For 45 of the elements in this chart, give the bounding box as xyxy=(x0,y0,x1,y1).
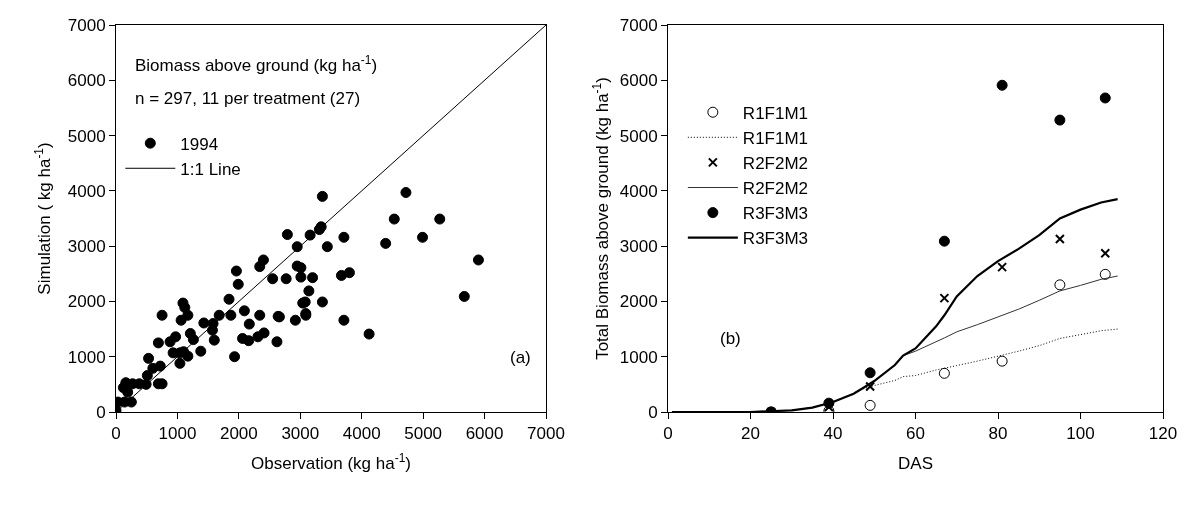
y-tick-label: 1000 xyxy=(67,347,106,367)
legend-label: 1:1 Line xyxy=(180,159,241,179)
y-tick-label: 5000 xyxy=(619,126,658,146)
y-tick-label: 5000 xyxy=(67,126,106,146)
x-tick-label: 60 xyxy=(906,424,925,444)
legend-label: R1F1M1 xyxy=(742,128,809,148)
x-tick-label: 0 xyxy=(111,424,121,444)
x-tick-label: 20 xyxy=(741,424,760,444)
y-tick-label: 7000 xyxy=(619,15,658,35)
annotation: (b) xyxy=(720,329,741,348)
legend-label: R3F3M3 xyxy=(742,204,809,224)
y-tick-label: 3000 xyxy=(619,237,658,257)
annotation: (a) xyxy=(510,348,531,367)
x-tick-label: 6000 xyxy=(465,424,504,444)
x-tick-label: 80 xyxy=(988,424,1008,444)
y-tick-label: 2000 xyxy=(619,292,658,312)
x-tick-label: 40 xyxy=(823,424,843,444)
x-tick-label: 1000 xyxy=(158,424,197,444)
x-axis-title: DAS xyxy=(898,453,933,473)
legend-label: R1F1M1 xyxy=(742,103,809,123)
legend-label: R2F2M2 xyxy=(742,179,809,199)
x-tick-label: 2000 xyxy=(219,424,258,444)
x-tick-label: 0 xyxy=(663,424,673,444)
x-tick-label: 120 xyxy=(1148,424,1178,444)
x-tick-label: 100 xyxy=(1066,424,1095,444)
x-tick-label: 4000 xyxy=(342,424,381,444)
y-tick-label: 2000 xyxy=(67,292,106,312)
annotation: n = 297, 11 per treatment (27) xyxy=(135,89,361,108)
y-tick-label: 4000 xyxy=(619,181,658,201)
x-axis-title: Observation (kg ha$^{-1}$) xyxy=(251,450,411,473)
y-tick-label: 6000 xyxy=(619,71,658,91)
x-tick-label: 7000 xyxy=(527,424,565,444)
legend-label: R3F3M3 xyxy=(742,229,809,249)
x-tick-label: 3000 xyxy=(281,424,320,444)
legend-label: R2F2M2 xyxy=(742,154,809,174)
y-tick-label: 6000 xyxy=(67,71,106,91)
y-tick-label: 4000 xyxy=(67,181,106,201)
y-tick-label: 1000 xyxy=(619,347,658,367)
y-tick-label: 0 xyxy=(648,402,658,422)
y-tick-label: 3000 xyxy=(67,237,106,257)
x-tick-label: 5000 xyxy=(404,424,443,444)
y-tick-label: 0 xyxy=(96,402,106,422)
annotation: Biomass above ground (kg ha$^{-1}$) xyxy=(135,53,378,76)
legend-label: 1994 xyxy=(180,134,219,154)
y-tick-label: 7000 xyxy=(67,15,106,35)
